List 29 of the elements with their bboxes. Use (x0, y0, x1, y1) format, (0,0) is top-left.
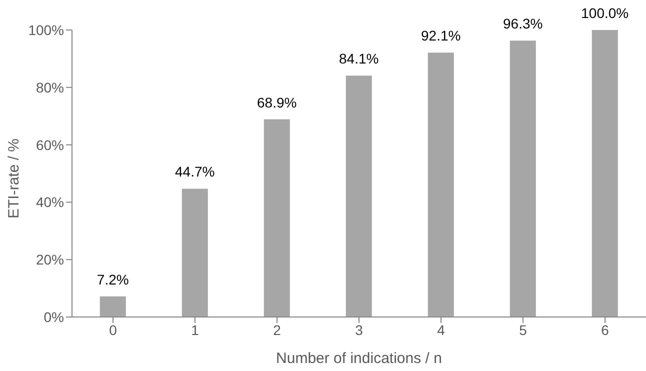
x-tick-label: 1 (191, 322, 200, 338)
x-tick-label: 6 (601, 322, 610, 338)
data-label: 7.2% (96, 271, 129, 288)
data-label: 44.7% (175, 164, 215, 180)
bar (510, 40, 536, 317)
x-tick-label: 0 (109, 322, 118, 338)
y-tick-label: 40% (36, 194, 64, 210)
bar (182, 188, 208, 317)
data-label: 92.1% (421, 28, 461, 44)
data-label: 68.9% (257, 94, 297, 110)
data-label: 100.0% (581, 5, 629, 21)
bar (100, 296, 126, 317)
data-label: 84.1% (339, 50, 379, 67)
x-tick-label: 2 (273, 322, 282, 338)
y-tick-label: 60% (36, 136, 64, 153)
x-axis-title: Number of indications / n (276, 350, 442, 367)
y-tick-label: 100% (28, 22, 64, 38)
y-tick-label: 0% (44, 308, 64, 325)
x-tick-label: 4 (437, 322, 446, 338)
bar (592, 30, 618, 317)
y-tick-label: 80% (36, 79, 64, 96)
y-tick-label: 20% (36, 252, 64, 268)
bar (346, 76, 372, 317)
x-tick-label: 5 (519, 322, 528, 338)
x-tick-label: 3 (355, 322, 364, 338)
bar (264, 119, 290, 317)
data-label: 96.3% (503, 16, 543, 32)
y-axis-title: ETI-rate / % (5, 138, 22, 218)
bar (428, 52, 454, 317)
